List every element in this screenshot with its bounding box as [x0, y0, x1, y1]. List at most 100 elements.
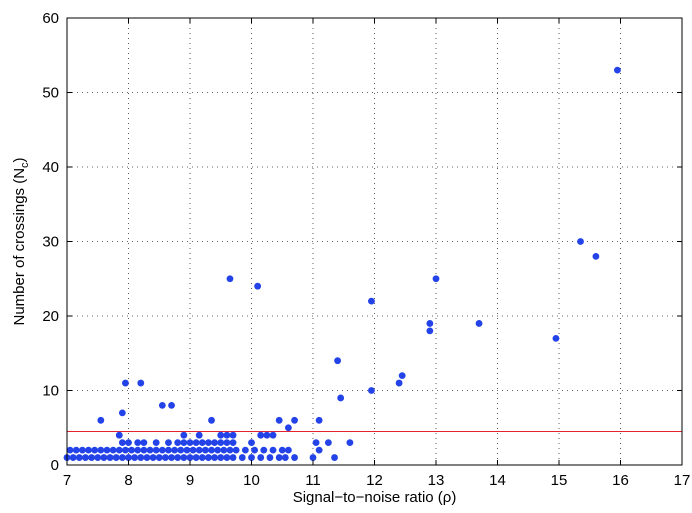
data-point — [251, 446, 258, 454]
x-tick-label: 13 — [428, 472, 445, 489]
data-point — [140, 446, 148, 454]
data-point — [426, 320, 434, 327]
data-point — [122, 379, 129, 387]
data-points — [63, 66, 621, 461]
data-point — [398, 372, 406, 379]
data-point — [122, 446, 129, 454]
data-point — [125, 454, 132, 461]
data-point — [285, 446, 292, 454]
data-point — [260, 446, 268, 454]
x-tick-label: 15 — [551, 472, 568, 489]
data-point — [118, 439, 126, 447]
data-point — [211, 439, 219, 447]
x-tick-label: 11 — [305, 472, 321, 489]
data-point — [223, 439, 231, 447]
data-point — [72, 446, 80, 454]
data-point — [174, 454, 182, 461]
data-point — [195, 431, 203, 439]
data-point — [118, 409, 126, 417]
data-point — [112, 454, 120, 461]
data-point — [269, 446, 277, 454]
data-point — [180, 454, 188, 461]
y-axis-label: Number of crossings (Nc) — [11, 157, 31, 325]
data-point — [337, 394, 345, 402]
data-point — [146, 446, 154, 454]
data-point — [205, 454, 212, 461]
data-point — [263, 431, 271, 439]
data-point — [192, 454, 200, 461]
y-tick-label: 50 — [42, 85, 59, 102]
y-tick-labels: 0 10 20 30 40 50 60 — [42, 10, 59, 474]
data-point — [143, 454, 151, 461]
data-point — [232, 446, 240, 454]
data-point — [180, 431, 188, 439]
data-point — [214, 446, 222, 454]
data-point — [291, 454, 298, 461]
data-point — [78, 446, 86, 454]
data-point — [140, 439, 148, 447]
data-point — [180, 439, 188, 447]
y-tick-label: 40 — [42, 159, 59, 176]
data-point — [331, 454, 338, 461]
data-point — [85, 446, 92, 454]
data-point — [226, 446, 234, 454]
data-point — [208, 446, 215, 454]
data-point — [192, 439, 200, 447]
data-point — [368, 297, 375, 305]
data-point — [315, 446, 323, 454]
data-point — [158, 402, 166, 409]
x-tick-labels: 7 8 9 10 11 12 13 14 15 16 17 — [63, 472, 691, 489]
data-point — [198, 454, 206, 461]
data-point — [248, 439, 255, 447]
data-point — [168, 454, 175, 461]
data-point — [158, 446, 166, 454]
data-point — [592, 253, 600, 260]
data-point — [162, 454, 169, 461]
data-point — [266, 454, 274, 461]
x-tick-label: 12 — [366, 472, 383, 489]
data-point — [205, 439, 212, 447]
data-point — [312, 439, 320, 447]
data-point — [238, 454, 246, 461]
y-tick-label: 30 — [42, 234, 59, 251]
data-point — [97, 416, 105, 424]
x-tick-label: 16 — [612, 472, 629, 489]
data-point — [165, 446, 172, 454]
data-point — [217, 454, 225, 461]
data-point — [217, 439, 225, 447]
x-tick-label: 17 — [674, 472, 691, 489]
data-point — [220, 446, 228, 454]
data-point — [97, 446, 105, 454]
data-point — [552, 334, 560, 342]
x-tick-label: 9 — [186, 472, 194, 489]
data-point — [577, 238, 584, 245]
data-point — [177, 446, 185, 454]
data-point — [257, 431, 265, 439]
axis-ticks — [66, 17, 683, 466]
data-point — [128, 446, 135, 454]
data-point — [395, 379, 403, 387]
data-point — [432, 275, 440, 283]
data-point — [115, 446, 123, 454]
data-point — [257, 454, 265, 461]
data-point — [155, 454, 163, 461]
data-point — [223, 431, 231, 439]
data-point — [346, 439, 354, 447]
x-axis-label: Signal−to−noise ratio (ρ) — [293, 489, 457, 506]
data-point — [137, 454, 145, 461]
data-point — [115, 431, 123, 439]
y-axis-label-subscript: c — [19, 162, 31, 168]
data-point — [226, 275, 234, 283]
data-point — [229, 439, 237, 447]
data-point — [254, 282, 262, 290]
data-point — [88, 454, 95, 461]
data-point — [614, 66, 621, 74]
x-tick-label: 7 — [63, 472, 71, 489]
data-point — [106, 454, 114, 461]
data-point — [118, 454, 126, 461]
data-point — [315, 416, 323, 424]
data-point — [291, 416, 298, 424]
data-point — [183, 446, 191, 454]
